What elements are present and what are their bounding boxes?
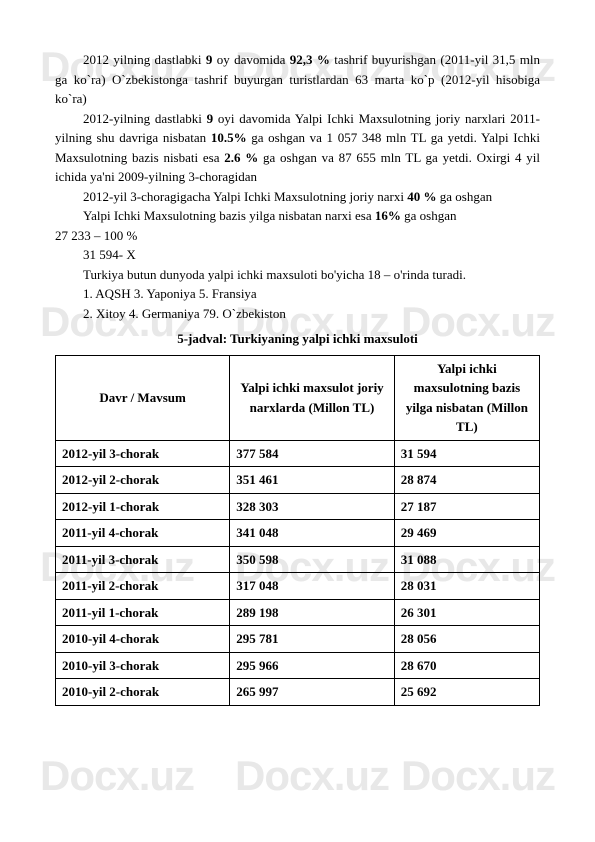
paragraph-6: 31 594- X [55,245,540,265]
table-title: 5-jadval: Turkiyaning yalpi ichki maxsul… [55,329,540,349]
table-header: Yalpi ichki maxsulotning bazis yilga nis… [394,355,539,440]
text: 2012-yil 3-choragigacha Yalpi Ichki Maxs… [83,189,407,204]
table-cell: 2011-yil 4-chorak [56,520,230,547]
table-cell: 317 048 [230,573,395,600]
paragraph-8: 1. AQSH 3. Yaponiya 5. Fransiya [55,284,540,304]
bold-text: 40 % [407,189,436,204]
text: ga oshgan [436,189,492,204]
bold-text: 92,3 % [290,52,330,67]
table-cell: 2012-yil 1-chorak [56,493,230,520]
table-cell: 289 198 [230,599,395,626]
table-cell: 25 692 [394,679,539,706]
table-header-row: Davr / Mavsum Yalpi ichki maxsulot joriy… [56,355,540,440]
text: ga oshgan [401,208,457,223]
table-row: 2010-yil 3-chorak295 96628 670 [56,652,540,679]
table-cell: 28 056 [394,626,539,653]
watermark: Docx.uz [235,744,389,807]
table-row: 2012-yil 3-chorak377 58431 594 [56,440,540,467]
document-content: 2012 yilning dastlabki 9 oy davomida 92,… [55,50,540,706]
table-cell: 29 469 [394,520,539,547]
table-cell: 350 598 [230,546,395,573]
text: 2012-yilning dastlabki [83,111,207,126]
bold-text: 16% [375,208,401,223]
table-cell: 26 301 [394,599,539,626]
table-header: Davr / Mavsum [56,355,230,440]
paragraph-9: 2. Xitoy 4. Germaniya 79. O`zbekiston [55,304,540,324]
table-row: 2010-yil 4-chorak295 78128 056 [56,626,540,653]
text: 2012 yilning dastlabki [83,52,206,67]
paragraph-3: 2012-yil 3-choragigacha Yalpi Ichki Maxs… [55,187,540,207]
table-cell: 2010-yil 3-chorak [56,652,230,679]
table-cell: 2012-yil 2-chorak [56,467,230,494]
text: oy davomida [212,52,289,67]
watermark: Docx.uz [40,744,194,807]
table-row: 2010-yil 2-chorak265 99725 692 [56,679,540,706]
table-cell: 341 048 [230,520,395,547]
table-cell: 2012-yil 3-chorak [56,440,230,467]
table-cell: 2011-yil 1-chorak [56,599,230,626]
table-cell: 328 303 [230,493,395,520]
table-header: Yalpi ichki maxsulot joriy narxlarda (Mi… [230,355,395,440]
paragraph-2: 2012-yilning dastlabki 9 oyi davomida Ya… [55,109,540,187]
paragraph-5: 27 233 – 100 % [55,226,540,246]
table-row: 2011-yil 3-chorak350 59831 088 [56,546,540,573]
paragraph-4: Yalpi Ichki Maxsulotning bazis yilga nis… [55,206,540,226]
text: Yalpi Ichki Maxsulotning bazis yilga nis… [83,208,375,223]
table-cell: 295 781 [230,626,395,653]
table-cell: 265 997 [230,679,395,706]
bold-text: 2.6 % [224,150,258,165]
table-cell: 2010-yil 2-chorak [56,679,230,706]
table-cell: 31 594 [394,440,539,467]
paragraph-1: 2012 yilning dastlabki 9 oy davomida 92,… [55,50,540,109]
table-cell: 295 966 [230,652,395,679]
table-cell: 2011-yil 2-chorak [56,573,230,600]
table-row: 2011-yil 2-chorak317 04828 031 [56,573,540,600]
table-cell: 2011-yil 3-chorak [56,546,230,573]
data-table: Davr / Mavsum Yalpi ichki maxsulot joriy… [55,355,540,706]
paragraph-7: Turkiya butun dunyoda yalpi ichki maxsul… [55,265,540,285]
watermark: Docx.uz [401,744,555,807]
table-row: 2012-yil 1-chorak328 30327 187 [56,493,540,520]
table-cell: 377 584 [230,440,395,467]
table-cell: 28 874 [394,467,539,494]
table-row: 2011-yil 1-chorak289 19826 301 [56,599,540,626]
table-cell: 28 670 [394,652,539,679]
table-cell: 351 461 [230,467,395,494]
table-cell: 31 088 [394,546,539,573]
table-cell: 27 187 [394,493,539,520]
table-row: 2012-yil 2-chorak351 46128 874 [56,467,540,494]
table-cell: 2010-yil 4-chorak [56,626,230,653]
bold-text: 10.5% [211,130,247,145]
table-cell: 28 031 [394,573,539,600]
table-row: 2011-yil 4-chorak341 04829 469 [56,520,540,547]
